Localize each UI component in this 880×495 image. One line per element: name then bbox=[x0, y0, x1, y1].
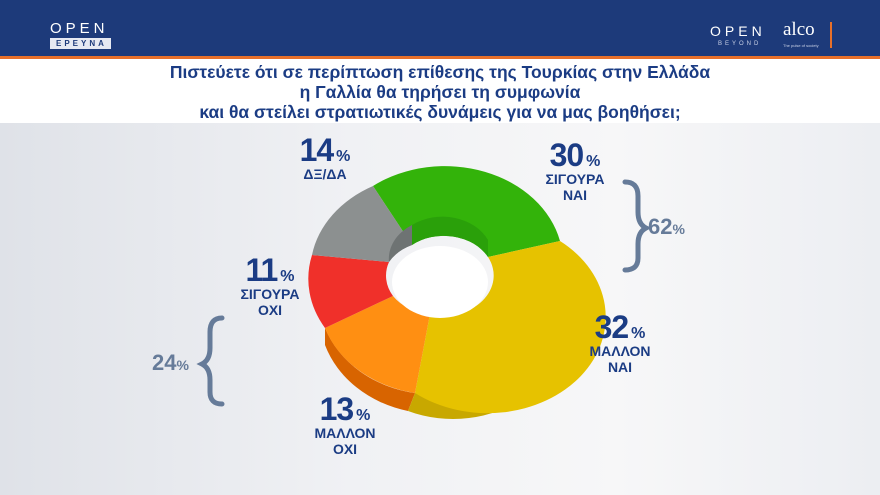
label-dk: 14% ΔΞ/ΔΑ bbox=[299, 132, 351, 182]
label-rather-yes: 32% ΜΑΛΛΟΝ ΝΑΙ bbox=[589, 309, 651, 375]
total-no: 24% bbox=[152, 350, 189, 375]
open-logo: OPEN bbox=[50, 20, 109, 37]
brace-yes-icon bbox=[622, 179, 652, 273]
slice-sure-no bbox=[308, 255, 393, 328]
alco-logo: alco bbox=[783, 19, 815, 40]
label-sure-yes: 30% ΣΙΓΟΥΡΑ ΝΑΙ bbox=[545, 137, 605, 203]
title-line-2: η Γαλλία θα τηρήσει τη συμφωνία bbox=[299, 82, 581, 102]
question-title: Πιστεύετε ότι σε περίπτωση επίθεσης της … bbox=[0, 59, 880, 123]
donut-hole bbox=[392, 246, 488, 318]
slice-dk bbox=[312, 186, 412, 262]
total-yes: 62% bbox=[648, 214, 685, 239]
label-rather-no: 13% ΜΑΛΛΟΝ ΟΧΙ bbox=[314, 391, 376, 457]
logo-divider bbox=[830, 22, 832, 48]
header-bar: OPEN ΕΡΕΥΝΑ OPEN BEYOND alco The pulse o… bbox=[0, 0, 880, 59]
beyond-text: BEYOND bbox=[718, 41, 762, 47]
open-beyond-logo: OPEN bbox=[710, 23, 766, 39]
alco-tagline: The pulse of society bbox=[783, 43, 819, 48]
slice-rather-yes bbox=[415, 241, 606, 414]
brace-no-icon bbox=[196, 315, 225, 407]
title-line-1: Πιστεύετε ότι σε περίπτωση επίθεσης της … bbox=[169, 62, 711, 82]
label-sure-no: 11% ΣΙΓΟΥΡΑ ΟΧΙ bbox=[240, 252, 300, 318]
slice-rather-no bbox=[325, 296, 430, 393]
title-line-3: και θα στείλει στρατιωτικές δυνάμεις για… bbox=[199, 102, 681, 122]
ereyna-badge: ΕΡΕΥΝΑ bbox=[50, 38, 111, 49]
donut-inner-wall bbox=[388, 216, 488, 262]
